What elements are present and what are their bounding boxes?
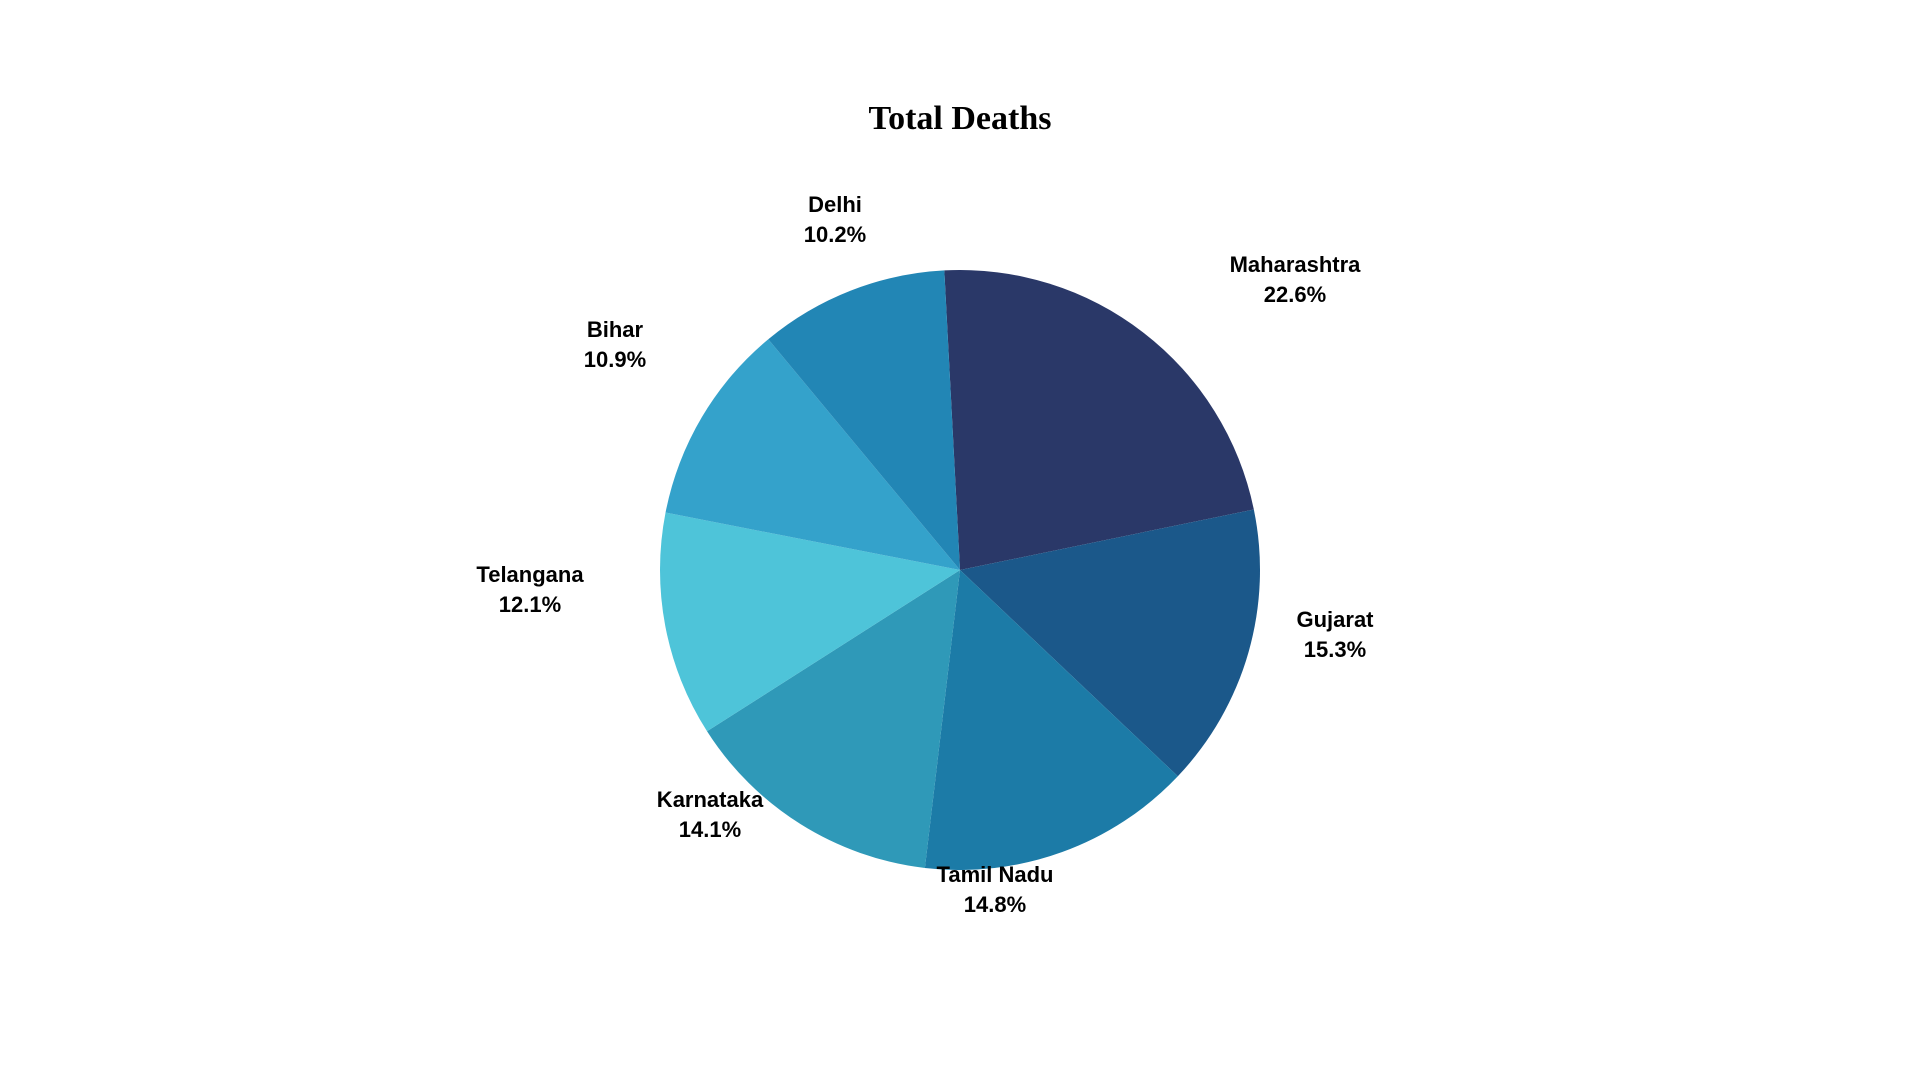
- slice-percent: 14.1%: [657, 815, 763, 845]
- slice-name: Tamil Nadu: [937, 860, 1054, 890]
- slice-percent: 22.6%: [1230, 280, 1361, 310]
- slice-label: Delhi10.2%: [804, 190, 866, 249]
- slice-label: Telangana12.1%: [476, 560, 583, 619]
- slice-name: Karnataka: [657, 785, 763, 815]
- pie-chart: [660, 270, 1260, 870]
- slice-label: Tamil Nadu14.8%: [937, 860, 1054, 919]
- slice-name: Delhi: [804, 190, 866, 220]
- slice-percent: 10.2%: [804, 220, 866, 250]
- pie-chart-container: Total Deaths Maharashtra22.6% Gujarat15.3…: [240, 90, 1680, 990]
- slice-percent: 15.3%: [1296, 635, 1373, 665]
- slice-label: Karnataka14.1%: [657, 785, 763, 844]
- slice-percent: 12.1%: [476, 590, 583, 620]
- slice-name: Gujarat: [1296, 605, 1373, 635]
- slice-percent: 14.8%: [937, 890, 1054, 920]
- slice-name: Bihar: [584, 315, 646, 345]
- slice-label: Maharashtra22.6%: [1230, 250, 1361, 309]
- slice-label: Gujarat15.3%: [1296, 605, 1373, 664]
- slice-name: Maharashtra: [1230, 250, 1361, 280]
- slice-label: Bihar10.9%: [584, 315, 646, 374]
- chart-title: Total Deaths: [869, 100, 1052, 138]
- slice-name: Telangana: [476, 560, 583, 590]
- slice-percent: 10.9%: [584, 345, 646, 375]
